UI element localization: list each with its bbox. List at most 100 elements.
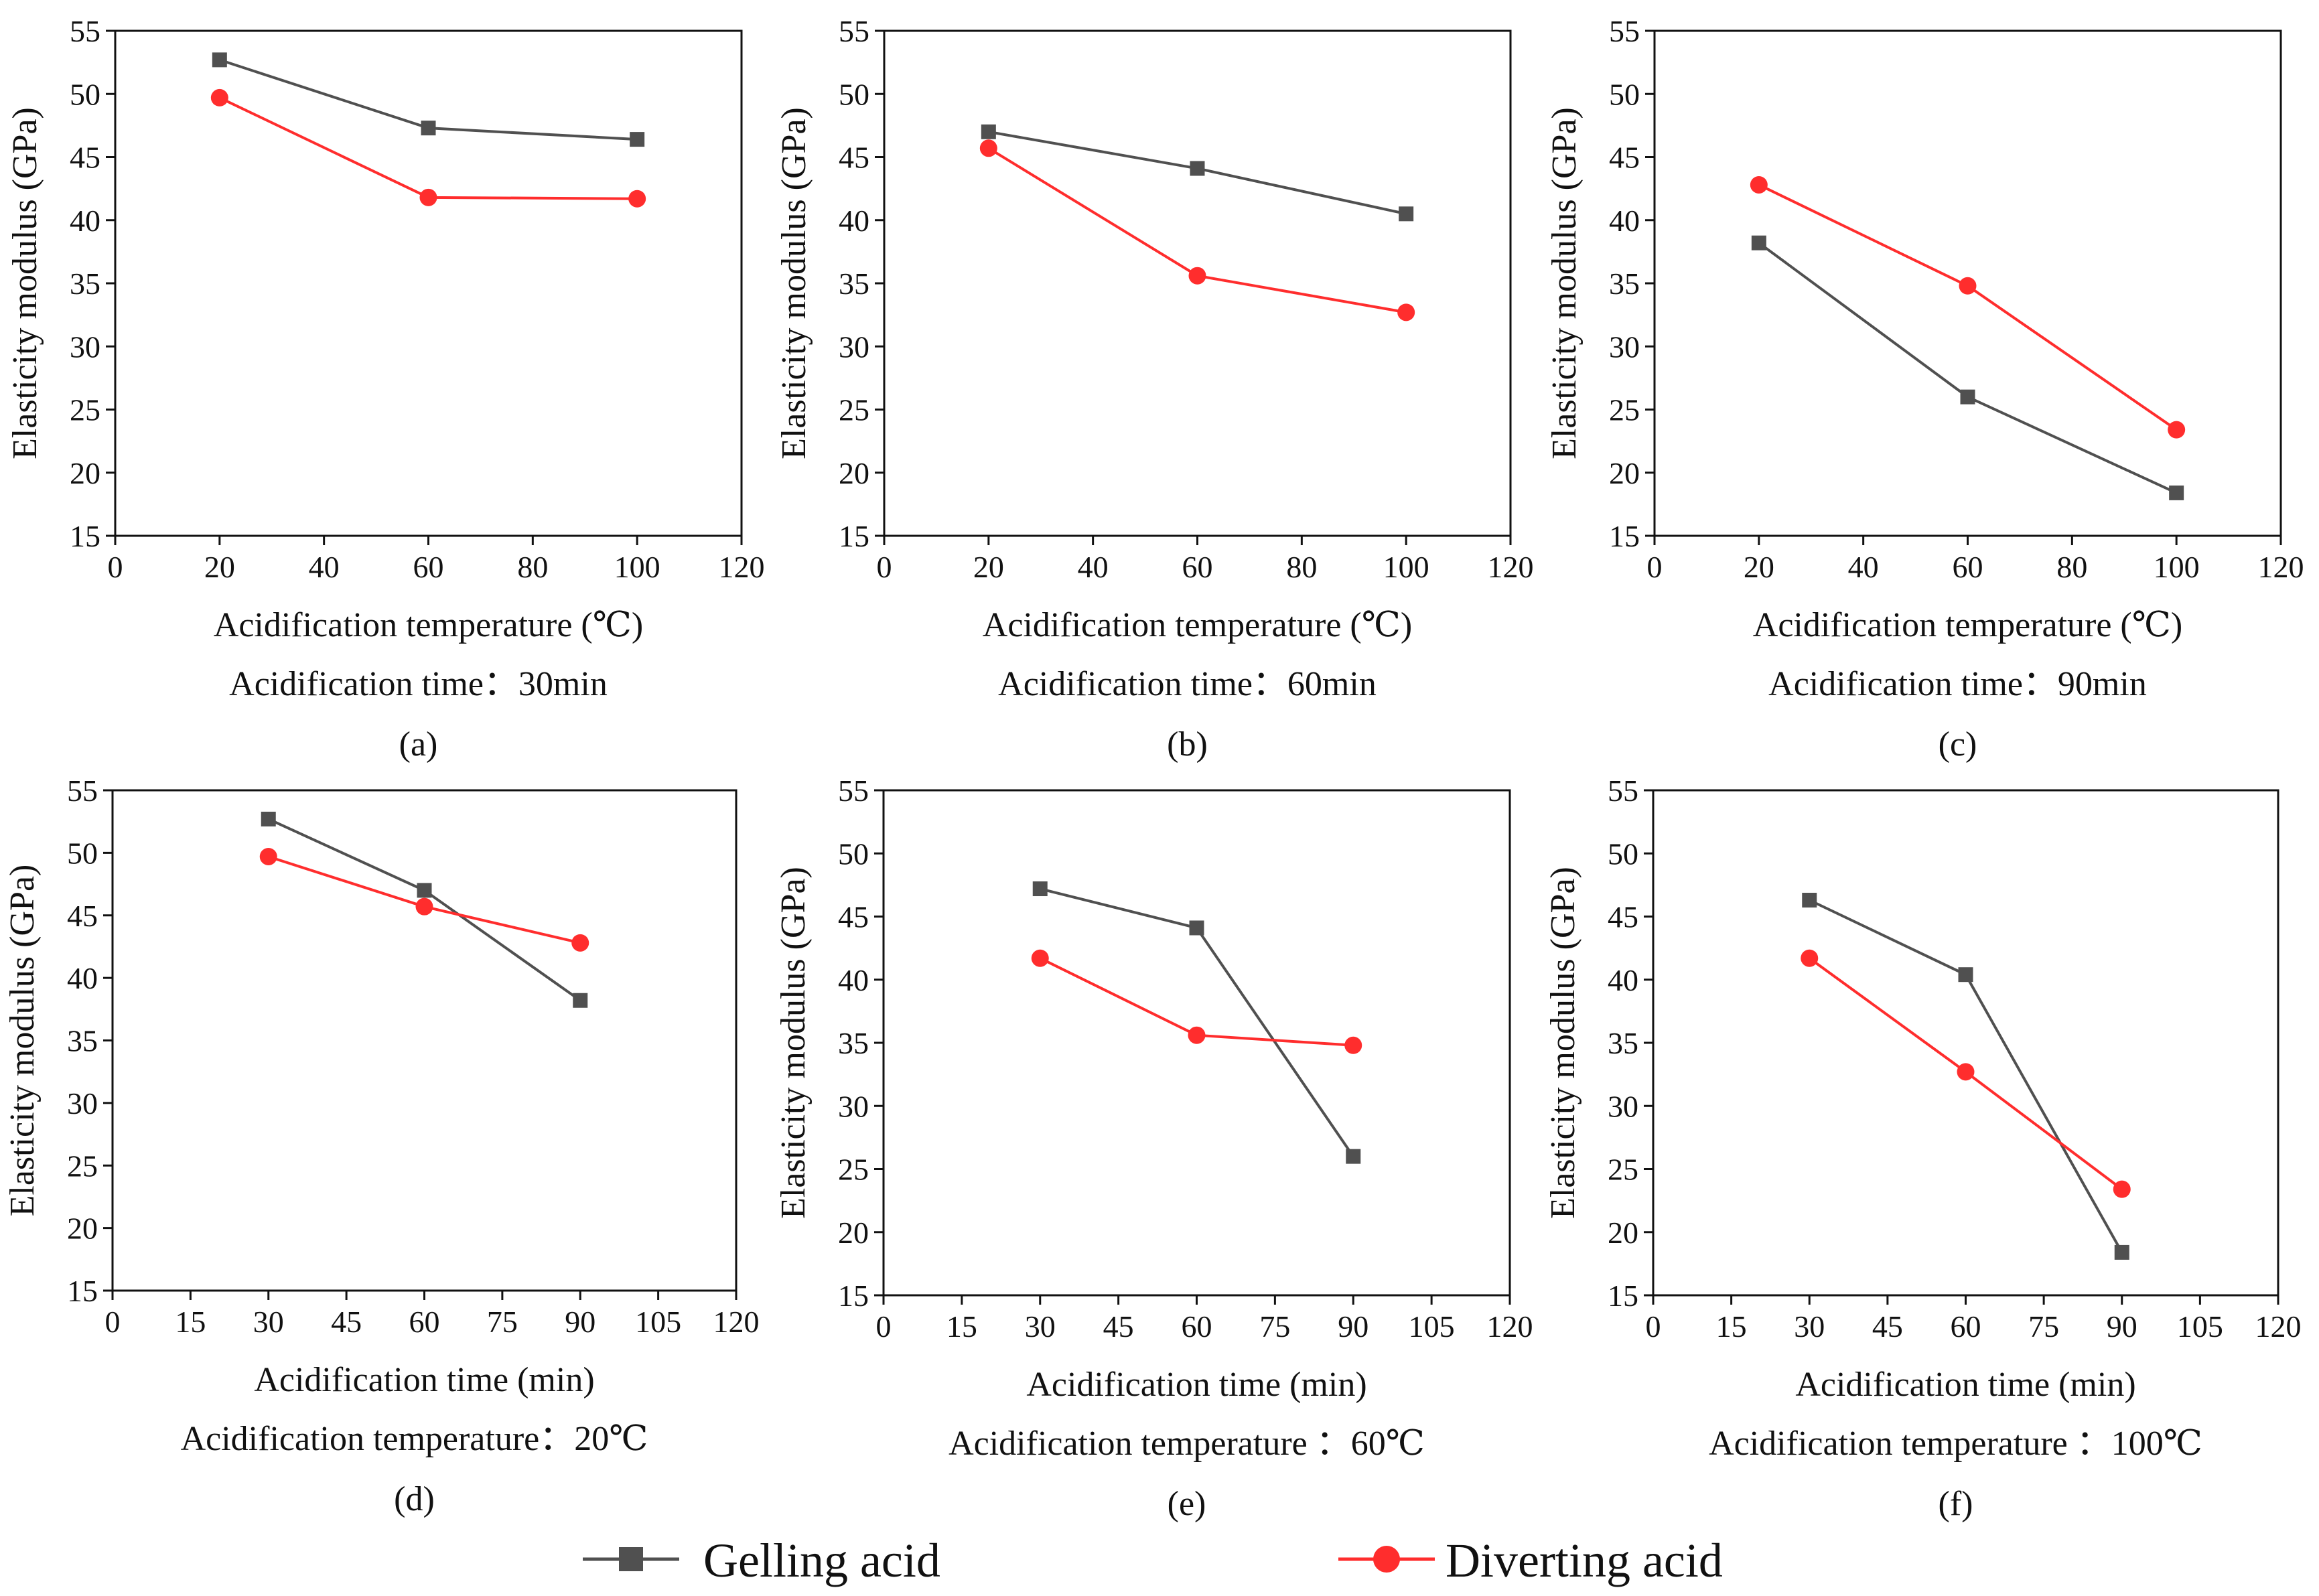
y-tick-label: 50 bbox=[1609, 77, 1640, 111]
x-tick-label: 75 bbox=[1259, 1309, 1290, 1344]
y-tick-label: 40 bbox=[839, 204, 869, 238]
legend-circle-marker bbox=[1373, 1546, 1400, 1573]
y-tick-label: 50 bbox=[67, 836, 98, 870]
x-tick-label: 80 bbox=[517, 550, 548, 584]
y-tick-label: 30 bbox=[67, 1086, 98, 1120]
y-tick-label: 30 bbox=[1608, 1089, 1638, 1123]
diverting-acid-point bbox=[1959, 277, 1977, 295]
x-tick-label: 60 bbox=[1951, 1309, 1981, 1344]
x-tick-label: 15 bbox=[946, 1309, 977, 1344]
x-tick-label: 60 bbox=[1182, 550, 1213, 584]
y-tick-label: 20 bbox=[70, 456, 100, 490]
diverting-acid-point bbox=[1397, 303, 1415, 321]
y-tick-label: 35 bbox=[1609, 267, 1640, 301]
y-tick-label: 45 bbox=[67, 899, 98, 933]
x-axis-label: Acidification temperature (℃) bbox=[983, 606, 1412, 644]
x-tick-label: 20 bbox=[204, 550, 235, 584]
y-tick-label: 30 bbox=[839, 330, 869, 364]
diverting-acid-point bbox=[210, 88, 228, 106]
x-axis-label: Acidification temperature (℃) bbox=[1753, 606, 2182, 644]
x-tick-label: 15 bbox=[175, 1305, 206, 1339]
x-tick-label: 105 bbox=[2177, 1309, 2223, 1344]
x-tick-label: 120 bbox=[2255, 1309, 2302, 1344]
y-tick-label: 25 bbox=[1609, 393, 1640, 427]
x-axis-label: Acidification time (min) bbox=[1795, 1366, 2135, 1404]
diverting-acid-point bbox=[1801, 949, 1819, 967]
x-tick-label: 20 bbox=[973, 550, 1004, 584]
gelling-acid-point bbox=[573, 993, 588, 1008]
condition-caption: Acidification temperature ：100℃ bbox=[1709, 1425, 2202, 1463]
y-tick-label: 15 bbox=[1608, 1279, 1638, 1313]
x-tick-label: 75 bbox=[2028, 1309, 2059, 1344]
y-tick-label: 50 bbox=[1608, 837, 1638, 871]
y-tick-label: 20 bbox=[838, 1216, 869, 1250]
y-tick-label: 25 bbox=[1608, 1153, 1638, 1187]
panel-label: (c) bbox=[1939, 725, 1977, 764]
x-tick-label: 40 bbox=[1078, 550, 1109, 584]
x-tick-label: 0 bbox=[1647, 550, 1663, 584]
plot-frame bbox=[1652, 789, 2279, 1297]
y-tick-label: 15 bbox=[70, 519, 100, 553]
gelling-acid-point bbox=[2114, 1244, 2129, 1260]
legend: Gelling acid Diverting acid bbox=[583, 1534, 1723, 1587]
gelling-acid-point bbox=[1346, 1149, 1361, 1164]
y-tick-label: 50 bbox=[839, 77, 869, 111]
panels-group: 15 20 25 30 35 40 45 50 55 0 20 40 60 80 100 120 Acidifi… bbox=[3, 14, 2304, 1523]
x-tick-label: 120 bbox=[719, 550, 765, 584]
x-tick-label: 100 bbox=[614, 550, 660, 584]
gelling-acid-point bbox=[630, 132, 645, 147]
diverting-acid-point bbox=[259, 847, 277, 865]
diverting-acid-point bbox=[1957, 1063, 1975, 1081]
x-tick-label: 120 bbox=[713, 1305, 760, 1339]
x-axis-label: Acidification temperature (℃) bbox=[214, 606, 643, 644]
chart-panel-c: 15 20 25 30 35 40 45 50 55 0 20 40 60 80 100 120 Acidifi… bbox=[1545, 14, 2304, 764]
condition-caption: Acidification time：90min bbox=[1768, 665, 2147, 703]
legend-square-marker bbox=[619, 1547, 643, 1571]
y-tick-label: 55 bbox=[839, 14, 869, 48]
x-tick-label: 60 bbox=[413, 550, 444, 584]
y-tick-label: 15 bbox=[67, 1274, 98, 1308]
x-tick-label: 0 bbox=[876, 1309, 892, 1344]
y-tick-label: 45 bbox=[839, 141, 869, 175]
x-tick-label: 15 bbox=[1716, 1309, 1747, 1344]
x-tick-label: 30 bbox=[1794, 1309, 1825, 1344]
x-tick-label: 90 bbox=[565, 1305, 595, 1339]
y-tick-label: 30 bbox=[1609, 330, 1640, 364]
gelling-acid-point bbox=[2169, 485, 2184, 500]
y-axis-label: Elasticity modulus (GPa) bbox=[3, 865, 42, 1217]
y-tick-label: 40 bbox=[67, 961, 98, 995]
y-tick-label: 45 bbox=[70, 141, 100, 175]
x-tick-label: 0 bbox=[877, 550, 892, 584]
x-tick-label: 45 bbox=[331, 1305, 362, 1339]
y-tick-label: 55 bbox=[1609, 14, 1640, 48]
gelling-acid-point bbox=[1190, 161, 1205, 176]
x-tick-label: 120 bbox=[2258, 550, 2304, 584]
panel-label: (e) bbox=[1168, 1485, 1206, 1523]
plot-frame bbox=[111, 789, 737, 1292]
y-tick-label: 50 bbox=[838, 837, 869, 871]
y-tick-label: 20 bbox=[67, 1212, 98, 1246]
y-tick-label: 20 bbox=[1609, 456, 1640, 490]
x-axis-label: Acidification time (min) bbox=[254, 1361, 594, 1399]
condition-caption: Acidification temperature ：60℃ bbox=[948, 1425, 1425, 1463]
x-tick-label: 120 bbox=[1488, 550, 1534, 584]
diverting-acid-point bbox=[1031, 949, 1049, 967]
legend-label: Gelling acid bbox=[703, 1534, 940, 1587]
diverting-acid-point bbox=[1750, 175, 1768, 194]
x-tick-label: 45 bbox=[1872, 1309, 1903, 1344]
y-tick-label: 20 bbox=[1608, 1216, 1638, 1250]
y-tick-label: 45 bbox=[838, 900, 869, 934]
panel-label: (b) bbox=[1167, 725, 1208, 764]
condition-caption: Acidification time：60min bbox=[998, 665, 1377, 703]
y-tick-label: 35 bbox=[70, 267, 100, 301]
y-tick-label: 55 bbox=[70, 14, 100, 48]
legend-label: Diverting acid bbox=[1446, 1534, 1723, 1587]
y-tick-label: 25 bbox=[839, 393, 869, 427]
y-axis-label: Elasticity modulus (GPa) bbox=[774, 867, 813, 1219]
x-tick-label: 120 bbox=[1487, 1309, 1533, 1344]
y-tick-label: 25 bbox=[70, 393, 100, 427]
